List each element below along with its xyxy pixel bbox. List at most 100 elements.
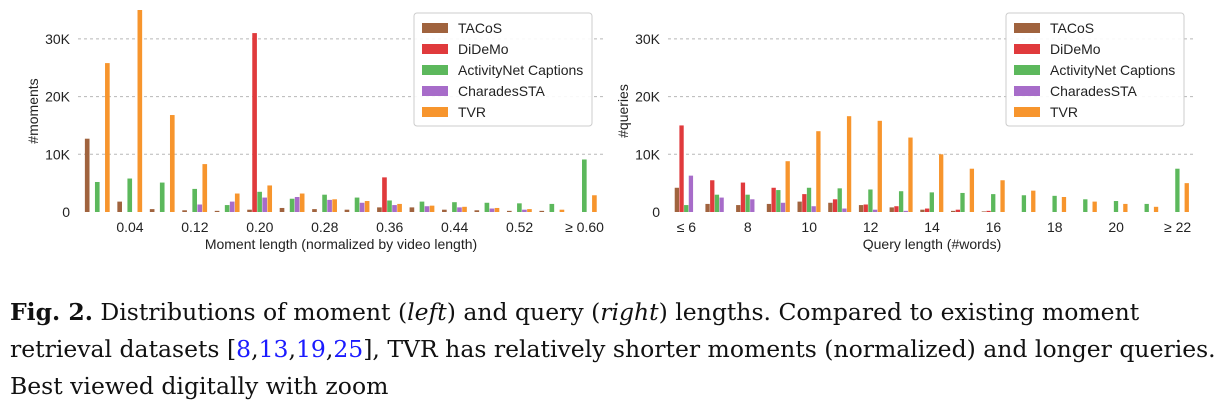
x-tick-label: ≥ 22 <box>1164 219 1191 235</box>
bar <box>392 205 397 212</box>
bar <box>312 209 317 212</box>
bar <box>359 202 365 212</box>
bar <box>889 207 894 212</box>
legend-swatch <box>1014 44 1040 54</box>
x-tick-label: 0.52 <box>506 219 533 235</box>
bar <box>506 210 512 212</box>
bar <box>806 187 812 212</box>
legend-label: CharadesSTA <box>458 83 546 99</box>
bar <box>894 206 899 212</box>
caption-right: right <box>600 298 659 326</box>
bar <box>785 161 790 212</box>
legend-label: ActivityNet Captions <box>1050 62 1175 78</box>
legend-swatch <box>1014 107 1040 117</box>
x-tick-label: ≥ 0.60 <box>565 219 604 235</box>
bar <box>674 187 680 212</box>
bar <box>197 204 203 212</box>
legend-swatch <box>422 44 448 54</box>
bar <box>1061 196 1067 212</box>
bar <box>364 201 370 212</box>
x-tick-label: 0.20 <box>246 219 273 235</box>
bar <box>1083 199 1088 212</box>
x-tick-label: 12 <box>863 219 879 235</box>
bar <box>294 196 300 212</box>
bar <box>332 199 337 212</box>
bar <box>929 192 934 212</box>
series-charadessta <box>197 196 527 212</box>
bar <box>1092 201 1097 212</box>
y-tick-label: 30K <box>45 31 71 47</box>
bar <box>474 210 480 212</box>
series-tvr <box>785 116 1189 212</box>
bar <box>802 194 807 212</box>
bar <box>527 209 532 212</box>
caption-text-a: Distributions of moment ( <box>92 298 408 326</box>
bar <box>1144 203 1149 212</box>
legend-label: TVR <box>1050 104 1078 120</box>
x-tick-label: 0.44 <box>441 219 468 235</box>
bar <box>745 194 750 212</box>
bar <box>1000 180 1005 212</box>
bar <box>289 198 295 212</box>
bar <box>863 204 868 212</box>
bar <box>354 197 360 212</box>
bar <box>780 202 786 212</box>
bar <box>1184 183 1189 212</box>
bar <box>951 210 956 212</box>
bar <box>872 209 878 212</box>
bar <box>991 194 996 212</box>
series-tacos <box>84 138 545 212</box>
x-tick-label: 0.28 <box>311 219 338 235</box>
bar <box>517 203 522 212</box>
citation-link[interactable]: 19 <box>295 335 326 363</box>
citation-link[interactable]: 8 <box>236 335 252 363</box>
bar <box>986 210 991 212</box>
bar <box>387 200 392 212</box>
bar <box>327 199 332 212</box>
right-chart-query-length: 0 10K 20K 30K ≤ 6 8 10 12 14 16 18 20 ≥ 22 Query leng… <box>615 12 1196 252</box>
bar <box>322 194 327 212</box>
bar <box>202 164 208 212</box>
bar <box>920 209 925 212</box>
bar <box>84 138 90 212</box>
bar <box>429 205 435 212</box>
bar <box>229 201 235 212</box>
bar <box>549 203 555 212</box>
series-tvr <box>105 10 597 212</box>
bar <box>257 191 262 212</box>
bar <box>842 208 847 212</box>
bar <box>127 178 133 212</box>
legend-label: TACoS <box>1050 20 1094 36</box>
bar <box>94 181 100 212</box>
citation-link[interactable]: 13 <box>258 335 289 363</box>
bar <box>877 120 882 212</box>
bar <box>442 209 447 212</box>
caption-text-d: ], TVR has relatively shorter moments (n… <box>10 335 1216 400</box>
bar <box>214 210 220 212</box>
bar <box>828 202 833 212</box>
bar <box>1052 195 1057 212</box>
legend-label: TACoS <box>458 20 502 36</box>
legend-label: ActivityNet Captions <box>458 62 583 78</box>
caption-left: left <box>407 298 447 326</box>
citation-link[interactable]: 25 <box>333 335 364 363</box>
bar <box>262 197 267 212</box>
x-axis-label: Moment length (normalized by video lengt… <box>205 236 477 252</box>
series-tacos <box>674 187 987 212</box>
bar <box>1021 195 1027 212</box>
legend-swatch <box>422 86 448 96</box>
legend-swatch <box>1014 86 1040 96</box>
bar <box>539 210 545 212</box>
figure: 0 10K 20K 30K 0.04 0.12 0.20 0.28 0.36 0.44 0.52 ≥ … <box>25 10 1196 252</box>
bar <box>582 159 587 212</box>
bar <box>714 194 720 212</box>
bar <box>462 206 467 212</box>
bar <box>811 206 816 212</box>
x-tick-label: 0.04 <box>116 219 143 235</box>
bar <box>344 209 350 212</box>
bar <box>969 168 975 212</box>
bar <box>267 185 273 212</box>
bar <box>419 201 425 212</box>
bar <box>494 207 500 212</box>
y-tick-label: 0 <box>62 204 70 220</box>
